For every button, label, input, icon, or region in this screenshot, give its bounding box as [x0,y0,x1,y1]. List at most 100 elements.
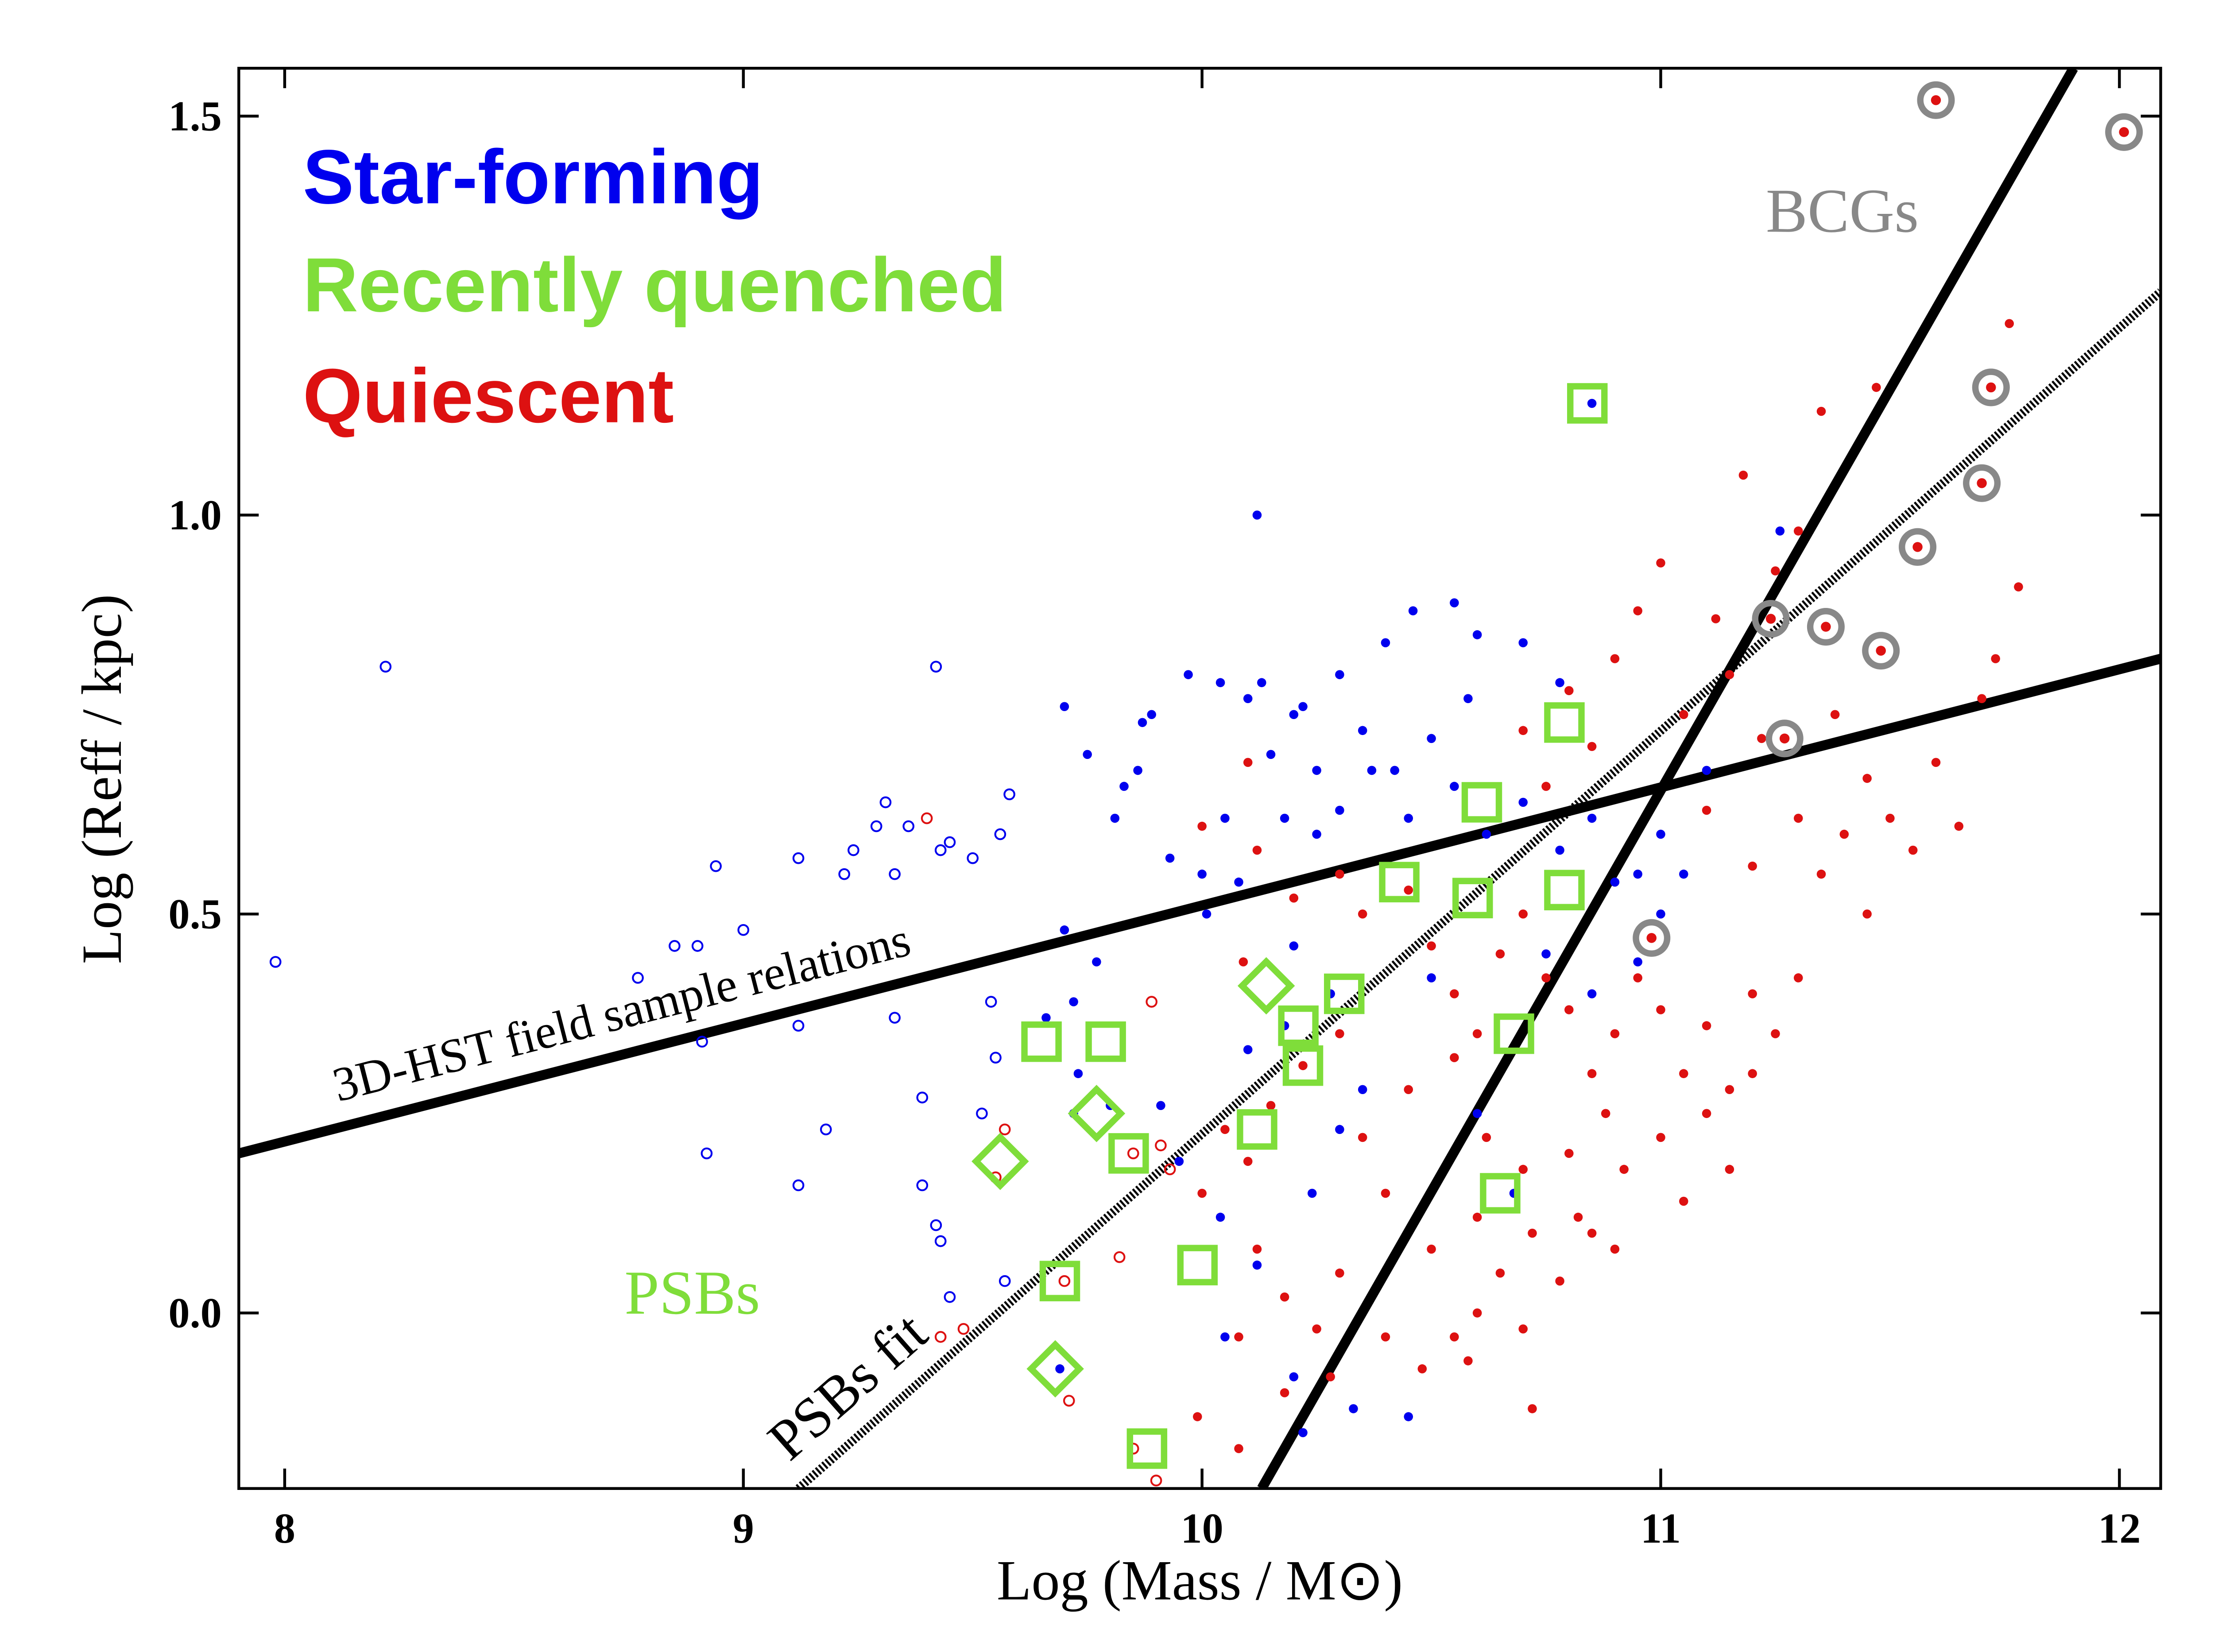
psb-marker [1567,383,1608,424]
point [1215,1212,1225,1222]
psb-marker [1379,862,1420,902]
point [1564,1005,1574,1014]
psb-marker [972,1133,1029,1190]
point [1349,1404,1358,1413]
point [1289,710,1299,720]
point [1656,558,1665,568]
point [1073,1069,1083,1078]
point [1427,1244,1436,1254]
point [1816,406,1826,416]
x-tick-label: 8 [274,1505,295,1552]
bcg-point [1779,733,1790,744]
point [1404,1412,1413,1421]
psb-marker [1544,702,1585,743]
point [1601,1109,1610,1118]
point [1060,925,1069,935]
open-point [934,1331,947,1343]
point [1633,606,1642,615]
x-tick-label: 12 [2098,1505,2140,1552]
point [1757,734,1766,743]
point [1610,1029,1620,1038]
psb-marker [1480,1173,1521,1214]
point [1266,750,1276,759]
point [1748,861,1757,871]
point [2005,319,2014,329]
point [1298,1428,1308,1437]
bcg-point [1899,528,1937,566]
point [1450,1332,1459,1342]
point [1679,1196,1688,1206]
point [1358,909,1367,919]
point [1243,1045,1253,1054]
point [1564,686,1574,695]
point [1234,1332,1243,1342]
point [1793,973,1803,983]
open-point [902,820,915,832]
open-point [1113,1251,1126,1263]
bcg-point [1972,368,2010,406]
x-tick-label: 10 [1181,1505,1223,1552]
point [1793,526,1803,536]
point [1954,821,1964,831]
point [1243,758,1253,767]
point [1656,1005,1665,1014]
bcg-point [1765,614,1776,624]
open-point [930,661,942,673]
open-point [985,996,997,1008]
point [1793,813,1803,823]
point [1908,845,1918,855]
bcg-point [2119,127,2129,137]
point [1041,1013,1051,1022]
point [1555,845,1564,855]
point [1830,710,1840,720]
point [1702,1021,1711,1030]
point [1463,1356,1473,1366]
point [1220,1332,1230,1342]
point [1495,949,1505,959]
bcg-point [1821,622,1831,632]
point [1055,1364,1064,1373]
psb-marker [1126,1428,1168,1469]
point [1381,1188,1390,1198]
point [1610,654,1620,663]
open-point [379,661,392,673]
point [1404,813,1413,823]
psb-marker [1237,957,1295,1015]
point [1587,1069,1597,1078]
point [1312,1324,1321,1334]
point [1092,957,1101,967]
point [1619,1165,1629,1174]
point [1193,1412,1202,1421]
psb-marker [1544,870,1585,910]
bcg-point [1862,632,1900,670]
point [1367,766,1377,775]
psb-marker [1026,1340,1084,1398]
open-point [994,828,1006,840]
point [1564,1149,1574,1158]
point [1738,470,1748,480]
open-point [921,812,933,824]
point [1518,1165,1528,1174]
point [1518,638,1528,647]
y-tick-label: 1.0 [168,491,221,538]
point [1541,782,1551,791]
point [1633,957,1642,967]
bcg-point [1752,600,1790,638]
open-point [792,852,805,864]
point [1495,1268,1505,1278]
open-point [691,940,704,952]
legend-entry: Recently quenched [303,242,1006,328]
point [1220,1125,1230,1134]
bcg-point [1931,95,1941,105]
psb-marker [1324,973,1365,1014]
bcg-point [1765,720,1804,758]
open-point [1058,1275,1071,1287]
open-point [792,1179,805,1192]
line-annotation: 3D-HST field sample relations [327,913,916,1112]
point [1702,805,1711,815]
point [1289,893,1299,903]
point [1587,1228,1597,1238]
point [1555,678,1564,687]
point [1633,973,1642,983]
open-point [696,1036,708,1048]
